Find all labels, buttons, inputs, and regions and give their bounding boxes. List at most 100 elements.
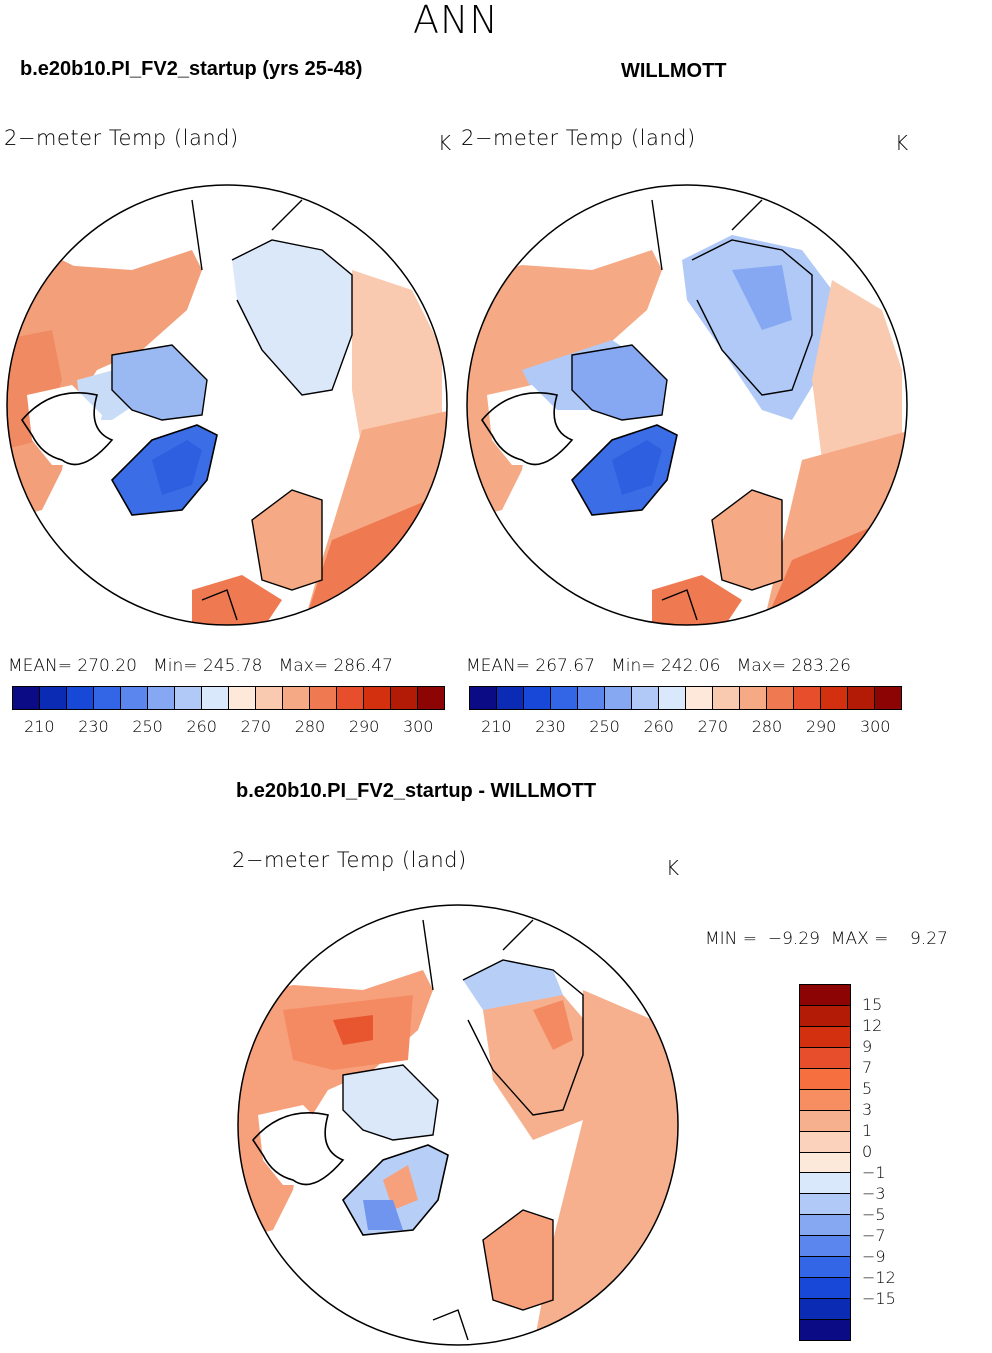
colorbar-swatch bbox=[524, 687, 551, 709]
colorbar-swatch bbox=[848, 687, 875, 709]
colorbar-swatch bbox=[94, 687, 121, 709]
colorbar-tick-label: 7 bbox=[862, 1058, 873, 1077]
colorbar-swatch bbox=[497, 687, 524, 709]
right-max-value: 283.26 bbox=[791, 656, 851, 676]
colorbar-tick-label: 5 bbox=[862, 1079, 873, 1098]
colorbar-swatch bbox=[800, 1236, 850, 1258]
colorbar-tick-label: 260 bbox=[186, 717, 217, 736]
left-min-value: 245.78 bbox=[202, 656, 263, 676]
right-polar-map bbox=[466, 184, 908, 626]
colorbar-swatch bbox=[283, 687, 310, 709]
colorbar-tick-label: 270 bbox=[697, 717, 729, 736]
colorbar-swatch bbox=[175, 687, 202, 709]
right-max-label: Max= bbox=[736, 656, 787, 676]
colorbar-swatch bbox=[800, 1131, 850, 1153]
colorbar-swatch bbox=[800, 1026, 850, 1048]
colorbar-swatch bbox=[767, 687, 794, 709]
colorbar-swatch bbox=[121, 687, 148, 709]
colorbar-swatch bbox=[713, 687, 740, 709]
colorbar-tick-label: 270 bbox=[240, 717, 272, 736]
colorbar-swatch bbox=[551, 687, 578, 709]
colorbar-swatch bbox=[148, 687, 175, 709]
colorbar-tick-label: 210 bbox=[24, 717, 55, 736]
colorbar-swatch bbox=[800, 1005, 850, 1027]
colorbar-tick-label: 280 bbox=[294, 717, 326, 736]
diff-units-label: K bbox=[666, 856, 680, 880]
colorbar-tick-label: 1 bbox=[862, 1121, 873, 1140]
left-units-label: K bbox=[438, 131, 452, 155]
colorbar-swatch bbox=[800, 1257, 850, 1279]
colorbar-swatch bbox=[13, 687, 40, 709]
colorbar-swatch bbox=[740, 687, 767, 709]
right-mean-label: MEAN= bbox=[466, 656, 530, 676]
colorbar-swatch bbox=[229, 687, 256, 709]
colorbar-swatch bbox=[821, 687, 848, 709]
obs-title: WILLMOTT bbox=[621, 60, 727, 82]
colorbar-tick-label: −12 bbox=[862, 1268, 896, 1287]
colorbar-tick-label: 3 bbox=[862, 1100, 873, 1119]
colorbar-tick-label: 0 bbox=[862, 1142, 873, 1161]
colorbar-swatch bbox=[470, 687, 497, 709]
diff-stats-line: MIN = −9.29 MAX = 9.27 bbox=[705, 929, 948, 949]
colorbar-swatch bbox=[418, 687, 444, 709]
left-max-label: Max= bbox=[278, 656, 329, 676]
colorbar-tick-label: −7 bbox=[862, 1226, 886, 1245]
colorbar-swatch bbox=[800, 1068, 850, 1090]
colorbar-swatch bbox=[686, 687, 713, 709]
colorbar-swatch bbox=[364, 687, 391, 709]
colorbar-tick-label: 280 bbox=[751, 717, 783, 736]
colorbar-tick-label: 250 bbox=[132, 717, 163, 736]
colorbar-tick-label: 290 bbox=[348, 717, 380, 736]
colorbar-swatch bbox=[40, 687, 67, 709]
diff-title: b.e20b10.PI_FV2_startup - WILLMOTT bbox=[236, 780, 597, 802]
diff-max-value: 9.27 bbox=[910, 929, 948, 949]
right-units-label: K bbox=[895, 131, 909, 155]
colorbar-swatch bbox=[310, 687, 337, 709]
colorbar-tick-label: −1 bbox=[862, 1163, 886, 1182]
left-min-label: Min= bbox=[153, 656, 198, 676]
right-variable-label: 2−meter Temp (land) bbox=[461, 126, 696, 150]
colorbar-tick-label: 12 bbox=[862, 1016, 883, 1035]
diff-min-label: MIN = bbox=[705, 929, 758, 949]
colorbar-tick-label: 250 bbox=[589, 717, 620, 736]
colorbar-swatch bbox=[800, 1047, 850, 1069]
colorbar-swatch bbox=[605, 687, 632, 709]
right-min-label: Min= bbox=[611, 656, 656, 676]
colorbar-swatch bbox=[337, 687, 364, 709]
colorbar-tick-label: −5 bbox=[862, 1205, 886, 1224]
diff-polar-map bbox=[237, 904, 679, 1346]
left-colorbar bbox=[12, 686, 445, 710]
colorbar-tick-label: 9 bbox=[862, 1037, 873, 1056]
colorbar-tick-label: 290 bbox=[805, 717, 837, 736]
season-title: ANN bbox=[413, 0, 499, 42]
left-polar-map bbox=[6, 184, 448, 626]
diff-max-label: MAX = bbox=[830, 929, 889, 949]
colorbar-swatch bbox=[578, 687, 605, 709]
colorbar-swatch bbox=[800, 985, 850, 1006]
left-max-value: 286.47 bbox=[333, 656, 393, 676]
diff-variable-label: 2−meter Temp (land) bbox=[232, 848, 467, 872]
colorbar-swatch bbox=[800, 1320, 850, 1340]
colorbar-swatch bbox=[391, 687, 418, 709]
colorbar-swatch bbox=[800, 1110, 850, 1132]
colorbar-swatch bbox=[659, 687, 686, 709]
colorbar-tick-label: 260 bbox=[643, 717, 674, 736]
colorbar-tick-label: 300 bbox=[859, 717, 891, 736]
colorbar-tick-label: 230 bbox=[78, 717, 109, 736]
diff-min-value: −9.29 bbox=[767, 929, 820, 949]
colorbar-swatch bbox=[800, 1278, 850, 1300]
colorbar-swatch bbox=[800, 1299, 850, 1320]
colorbar-tick-label: −9 bbox=[862, 1247, 886, 1266]
colorbar-swatch bbox=[256, 687, 283, 709]
colorbar-tick-label: 300 bbox=[402, 717, 434, 736]
left-mean-label: MEAN= bbox=[8, 656, 72, 676]
colorbar-swatch bbox=[800, 1173, 850, 1195]
colorbar-tick-label: 230 bbox=[535, 717, 566, 736]
left-stats-line: MEAN= 270.20 Min= 245.78 Max= 286.47 bbox=[8, 656, 393, 676]
colorbar-swatch bbox=[794, 687, 821, 709]
diff-colorbar bbox=[799, 984, 851, 1341]
left-variable-label: 2−meter Temp (land) bbox=[4, 126, 239, 150]
right-min-value: 242.06 bbox=[660, 656, 721, 676]
colorbar-swatch bbox=[67, 687, 94, 709]
colorbar-swatch bbox=[632, 687, 659, 709]
